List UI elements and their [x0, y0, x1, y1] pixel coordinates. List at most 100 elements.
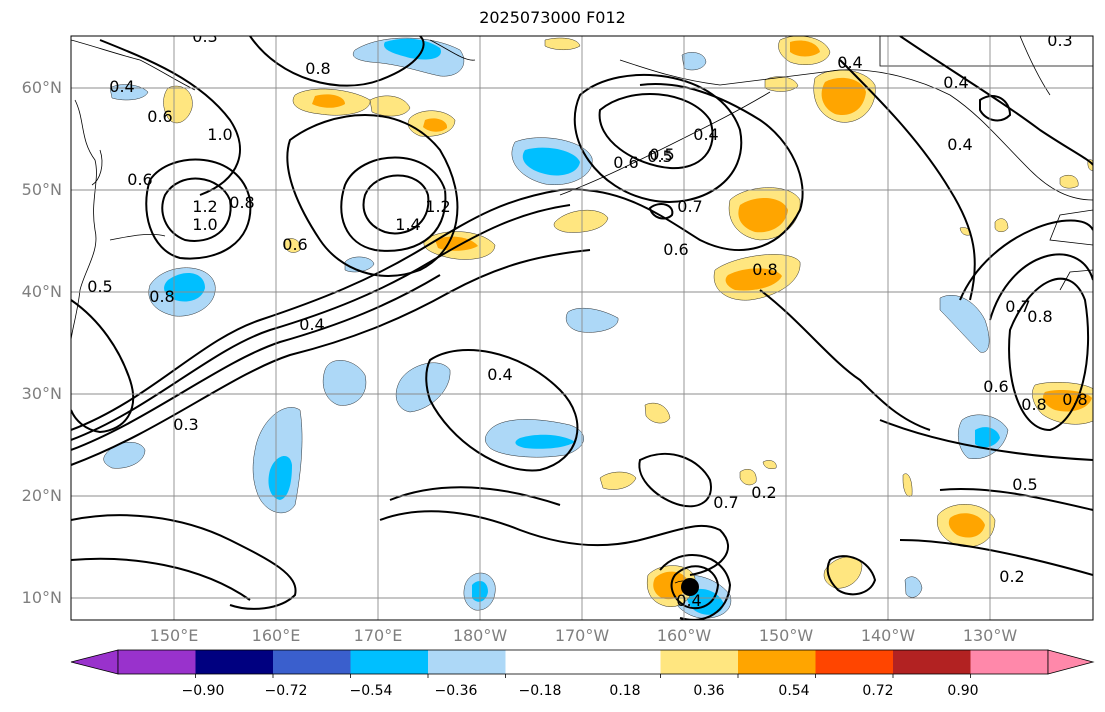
- contour-label: 0.4: [299, 315, 324, 334]
- lat-label-60n: 60°N: [21, 78, 62, 97]
- contour-label: 1.2: [192, 197, 217, 216]
- contour-label: 0.5: [649, 145, 674, 164]
- contour-line: [99, 39, 241, 196]
- contour-line: [71, 274, 441, 451]
- contour-label: 1.4: [395, 215, 420, 234]
- contour-label: 0.7: [713, 493, 738, 512]
- positive-anomaly-area: [823, 556, 863, 589]
- contour-line: [286, 114, 459, 277]
- negative-anomaly-area: [939, 295, 990, 353]
- positive-anomaly-area: [599, 471, 637, 490]
- colorbar-segment: [893, 650, 971, 674]
- contour-label: 0.3: [192, 27, 217, 46]
- colorbar-tick-label: 0.72: [862, 683, 894, 699]
- coastline: [91, 149, 103, 186]
- contour-line: [839, 59, 976, 301]
- contour-line: [939, 488, 1093, 511]
- contour-line: [979, 95, 1012, 122]
- negative-anomaly-area: [322, 360, 367, 406]
- positive-anomaly-area: [544, 37, 581, 50]
- lon-label-150e: 150°E: [149, 626, 199, 645]
- contour-label: 1.0: [207, 125, 232, 144]
- contour-label: 0.6: [663, 240, 688, 259]
- contour-line: [362, 174, 430, 235]
- contour-line: [759, 289, 931, 431]
- colorbar-tick-label: −0.72: [264, 683, 308, 699]
- contour-label: 0.6: [127, 170, 152, 189]
- contour-label: 0.4: [943, 73, 968, 92]
- negative-anomaly-area: [565, 307, 619, 333]
- positive-anomaly-core: [423, 118, 448, 132]
- negative-anomaly-core: [268, 455, 292, 500]
- colorbar-tick-label: −0.54: [349, 683, 393, 699]
- coastline: [1019, 36, 1051, 96]
- positive-anomaly-core: [790, 40, 820, 57]
- plot-frame: [70, 35, 1094, 621]
- coastline: [71, 39, 196, 91]
- colorbar-segment: [970, 650, 1048, 674]
- contour-label: 0.4: [837, 53, 862, 72]
- coastline: [1059, 269, 1093, 291]
- lat-lon-grid: [71, 36, 1093, 620]
- coastline: [429, 39, 476, 61]
- lon-label-170e: 170°E: [353, 626, 403, 645]
- positive-anomaly-area: [644, 402, 671, 424]
- colorbar-tick-label: −0.36: [434, 683, 478, 699]
- storm-center-marker: [681, 578, 699, 596]
- lat-label-10n: 10°N: [21, 588, 62, 607]
- lat-label-30n: 30°N: [21, 384, 62, 403]
- negative-anomaly-core: [975, 427, 1000, 448]
- contour-label: 0.7: [1005, 297, 1030, 316]
- contour-line: [379, 510, 730, 576]
- contour-line: [71, 557, 251, 601]
- contour-line: [1008, 277, 1090, 432]
- contour-line: [989, 253, 1093, 321]
- contour-label: 0.7: [677, 197, 702, 216]
- contour-label: 0.8: [1021, 395, 1046, 414]
- contour-line: [340, 156, 447, 252]
- lon-label-150w: 150°W: [758, 626, 814, 645]
- positive-anomaly-core: [738, 198, 788, 233]
- colorbar-over-extension: [1047, 649, 1095, 675]
- map-title: 2025073000 F012: [479, 8, 626, 27]
- colorbar-segment: [738, 650, 816, 674]
- contour-line: [573, 73, 743, 203]
- contour-line: [638, 452, 712, 508]
- colorbar-tick-label: 0.36: [693, 683, 725, 699]
- negative-anomaly-area: [681, 52, 707, 71]
- contour-line: [899, 539, 1093, 576]
- positive-anomaly-area: [739, 469, 757, 486]
- contour-label: 0.8: [305, 59, 330, 78]
- positive-anomaly-area: [994, 218, 1009, 232]
- contour-label: 0.6: [613, 153, 638, 172]
- contour-line: [71, 514, 297, 610]
- contour-label: 0.3: [173, 415, 198, 434]
- contour-label-group: 0.30.40.80.40.50.61.01.21.0 1.41.20.60.80…: [87, 27, 1087, 610]
- contour-label: 0.5: [647, 147, 672, 166]
- lat-label-20n: 20°N: [21, 486, 62, 505]
- contour-label: 1.2: [425, 197, 450, 216]
- contour-line: [959, 219, 1093, 301]
- contour-label: 0.6: [147, 107, 172, 126]
- contour-label: 0.2: [751, 483, 776, 502]
- colorbar-segment: [660, 650, 738, 674]
- positive-anomaly-area: [163, 85, 193, 124]
- contour-label: 0.4: [947, 135, 972, 154]
- contour-label: 0.2: [999, 567, 1024, 586]
- lon-label-180w: 180°W: [452, 626, 508, 645]
- contour-line: [659, 554, 732, 620]
- contour-label: 0.4: [109, 77, 134, 96]
- positive-anomaly-area: [284, 238, 301, 253]
- colorbar-segment: [505, 650, 661, 674]
- positive-anomaly-area: [369, 95, 411, 117]
- negative-anomaly-core: [522, 147, 580, 176]
- contour-line: [648, 203, 674, 220]
- positive-anomaly-area: [762, 460, 777, 469]
- colorbar-tick-label: 0.18: [609, 683, 641, 699]
- contour-label: 0.3: [1047, 31, 1072, 50]
- negative-anomaly-core: [515, 434, 575, 449]
- colorbar-segment: [195, 650, 273, 674]
- contour-line: [425, 349, 579, 472]
- colorbar-tick-label: 0.90: [947, 683, 979, 699]
- lat-label-40n: 40°N: [21, 282, 62, 301]
